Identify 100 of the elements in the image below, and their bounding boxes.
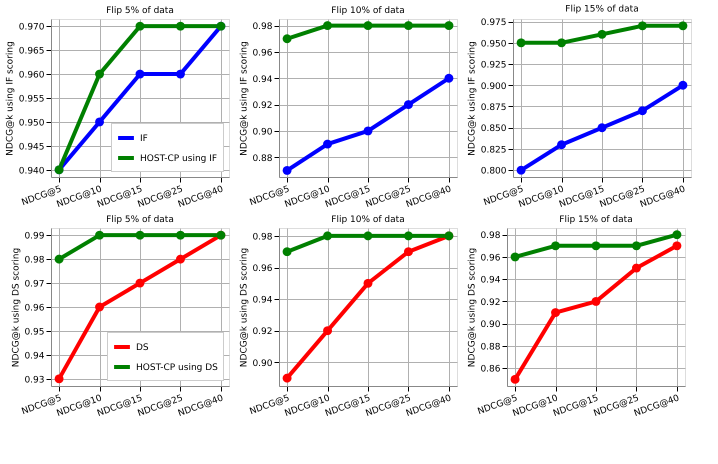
point: [444, 21, 454, 30]
y-tick-label: 0.96: [24, 304, 45, 314]
point: [598, 123, 606, 132]
y-tick-label: 0.96: [480, 253, 501, 264]
point: [672, 241, 682, 250]
point: [598, 30, 606, 39]
y-axis-title: NDCG@k using DS scoring: [239, 248, 250, 368]
y-tick-label: 0.850: [480, 124, 507, 134]
y-axis-title: NDCG@k using DS scoring: [11, 248, 22, 368]
point: [136, 22, 144, 31]
point: [678, 21, 688, 30]
point: [557, 38, 566, 48]
y-axis-title: NDCG@k using IF scoring: [6, 41, 16, 156]
y-tick-label: 0.940: [18, 166, 45, 176]
point: [632, 264, 641, 273]
point: [404, 21, 413, 30]
y-tick-label: 0.90: [252, 127, 273, 138]
y-tick-label: 0.965: [18, 46, 44, 57]
point: [404, 247, 413, 256]
point: [282, 374, 292, 383]
y-tick-label: 0.88: [480, 342, 501, 352]
chart-title: Flip 5% of data: [106, 215, 174, 225]
point: [323, 326, 332, 336]
y-tick-label: 0.900: [480, 82, 507, 92]
y-axis-title: NDCG@k using IF scoring: [468, 41, 478, 156]
point: [176, 22, 185, 31]
point: [638, 106, 647, 116]
point: [551, 241, 560, 250]
y-tick-label: 0.94: [480, 276, 501, 286]
y-tick-label: 0.98: [252, 232, 273, 242]
y-tick-label: 0.94: [24, 351, 45, 362]
point: [176, 70, 185, 79]
chart-title: Flip 15% of data: [565, 4, 639, 15]
point: [632, 241, 641, 250]
y-tick-label: 0.960: [18, 70, 45, 81]
y-tick-label: 0.92: [252, 101, 272, 112]
point: [136, 278, 144, 288]
y-axis-title: NDCG@k using IF scoring: [239, 41, 250, 156]
point: [516, 38, 526, 48]
point: [176, 230, 185, 240]
point: [364, 278, 372, 288]
point: [323, 140, 332, 149]
point: [592, 241, 600, 250]
y-tick-label: 0.99: [24, 232, 45, 242]
point: [323, 21, 332, 30]
point: [95, 302, 104, 312]
point: [282, 34, 292, 44]
y-tick-label: 0.93: [24, 375, 44, 386]
point: [516, 166, 526, 175]
y-axis-title: NDCG@k using DS scoring: [467, 248, 478, 368]
point: [54, 254, 64, 264]
point: [672, 230, 682, 240]
point: [510, 374, 520, 384]
y-tick-label: 0.98: [24, 256, 45, 266]
chart-title: Flip 10% of data: [331, 215, 405, 225]
y-tick-label: 0.92: [480, 298, 500, 308]
point: [592, 296, 600, 306]
y-tick-label: 0.96: [252, 48, 273, 58]
y-tick-label: 0.95: [24, 327, 44, 338]
chart-title: Flip 5% of data: [106, 6, 174, 16]
point: [678, 80, 688, 90]
y-tick-label: 0.98: [252, 22, 273, 32]
point: [364, 126, 372, 136]
y-tick-label: 0.98: [480, 231, 501, 242]
point: [136, 230, 144, 240]
y-tick-label: 0.92: [252, 327, 272, 338]
y-tick-label: 0.950: [18, 118, 45, 128]
y-tick-label: 0.97: [24, 280, 44, 290]
chart-title: Flip 10% of data: [331, 6, 405, 16]
legend-label: HOST-CP using DS: [136, 363, 218, 373]
chart-title: Flip 15% of data: [559, 215, 633, 225]
point: [364, 231, 372, 240]
legend-label: DS: [136, 343, 149, 353]
y-tick-label: 0.90: [480, 320, 501, 330]
y-tick-label: 0.925: [480, 60, 506, 71]
legend-label: HOST-CP using IF: [140, 154, 218, 164]
y-tick-label: 0.800: [480, 166, 507, 177]
y-tick-label: 0.945: [18, 142, 44, 152]
point: [551, 308, 560, 318]
y-tick-label: 0.90: [252, 358, 273, 369]
point: [557, 140, 566, 150]
point: [136, 70, 144, 79]
y-tick-label: 0.94: [252, 74, 273, 85]
point: [95, 117, 104, 126]
y-tick-label: 0.975: [480, 18, 506, 28]
point: [54, 374, 64, 384]
y-tick-label: 0.86: [480, 364, 501, 375]
y-tick-label: 0.88: [252, 154, 273, 164]
point: [444, 74, 454, 83]
point: [95, 230, 104, 240]
point: [323, 231, 332, 240]
point: [404, 231, 413, 240]
y-tick-label: 0.955: [18, 94, 44, 104]
point: [176, 254, 185, 264]
y-tick-label: 0.94: [252, 296, 273, 306]
y-tick-label: 0.825: [480, 145, 506, 156]
point: [282, 166, 292, 175]
y-tick-label: 0.875: [480, 102, 506, 113]
point: [638, 21, 647, 30]
point: [282, 247, 292, 256]
